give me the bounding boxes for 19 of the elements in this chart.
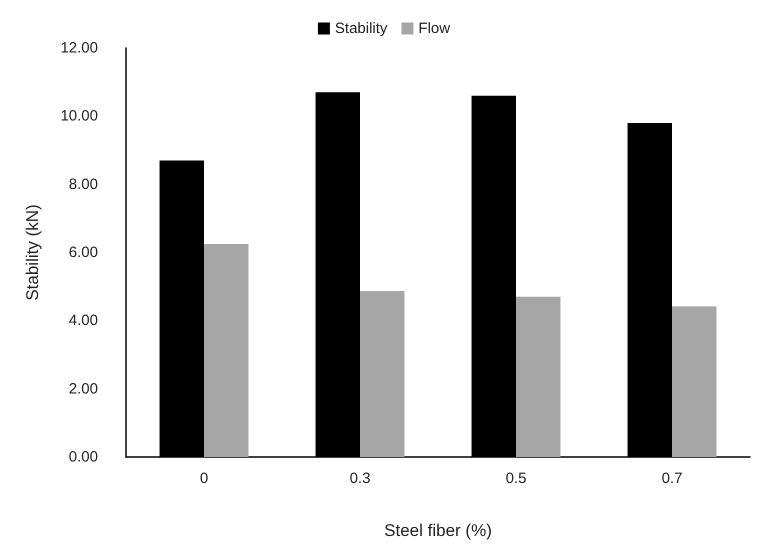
x-tick-label: 0.3	[350, 470, 370, 487]
bar	[360, 291, 404, 457]
legend-label: Flow	[418, 20, 450, 37]
y-tick-label: 2.00	[68, 380, 98, 398]
x-axis-title: Steel fiber (%)	[384, 521, 492, 540]
y-tick-label: 10.00	[60, 108, 98, 125]
x-tick-label: 0.5	[506, 470, 526, 487]
y-tick-label: 12.00	[60, 40, 98, 56]
x-tick-label: 0	[200, 470, 208, 487]
bar	[672, 306, 716, 457]
y-axis-title: Stability (kN)	[23, 204, 42, 301]
y-tick-label: 8.00	[68, 176, 98, 193]
bar	[204, 244, 248, 457]
x-tick-label: 0.7	[662, 470, 682, 487]
y-tick-label: 4.00	[68, 312, 98, 330]
bar	[516, 296, 560, 457]
y-tick-label: 6.00	[68, 244, 98, 261]
y-tick-label: 0.00	[68, 448, 98, 466]
legend-label: Stability	[334, 20, 388, 37]
